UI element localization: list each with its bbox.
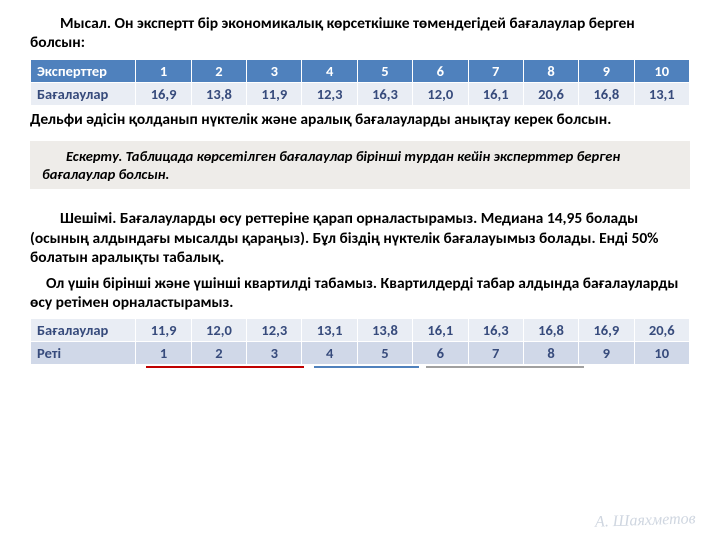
rank-row: Реті 1 2 3 4 5 6 7 8 9 10: [31, 342, 690, 365]
scores-row: Бағалаулар 16,9 13,8 11,9 12,3 16,3 12,0…: [31, 82, 690, 105]
cell: 13,1: [634, 82, 689, 105]
cell: 6: [413, 342, 468, 365]
solution-paragraph-1: Шешімі. Бағалауларды өсу реттеріне қарап…: [30, 209, 690, 267]
cell: 12,0: [191, 319, 246, 342]
cell: 2: [191, 59, 246, 82]
cell: 12,3: [302, 82, 357, 105]
cell: 12,3: [247, 319, 302, 342]
cell: 8: [523, 59, 578, 82]
quartile-underlines: [30, 366, 690, 372]
cell: 11,9: [247, 82, 302, 105]
sorted-scores-label: Бағалаулар: [31, 319, 136, 342]
cell: 1: [136, 59, 191, 82]
cell: 2: [191, 342, 246, 365]
cell: 16,9: [136, 82, 191, 105]
cell: 1: [136, 342, 191, 365]
cell: 11,9: [136, 319, 191, 342]
experts-table: Эксперттер 1 2 3 4 5 6 7 8 9 10 Бағалаул…: [30, 59, 690, 106]
sorted-table: Бағалаулар 11,9 12,0 12,3 13,1 13,8 16,1…: [30, 318, 690, 365]
cell: 9: [579, 342, 634, 365]
experts-row: Эксперттер 1 2 3 4 5 6 7 8 9 10: [31, 59, 690, 82]
cell: 5: [357, 342, 412, 365]
cell: 16,3: [468, 319, 523, 342]
cell: 13,8: [357, 319, 412, 342]
cell: 7: [468, 342, 523, 365]
cell: 13,1: [302, 319, 357, 342]
underline-q3: [426, 366, 584, 368]
cell: 4: [302, 59, 357, 82]
cell: 13,8: [191, 82, 246, 105]
cell: 9: [579, 59, 634, 82]
cell: 16,8: [523, 319, 578, 342]
cell: 16,1: [468, 82, 523, 105]
signature: А. Шаяхметов: [595, 510, 696, 532]
experts-row-label: Эксперттер: [31, 59, 136, 82]
cell: 16,8: [579, 82, 634, 105]
cell: 20,6: [634, 319, 689, 342]
scores-row-label: Бағалаулар: [31, 82, 136, 105]
delphi-paragraph: Дельфи әдісін қолданып нүктелік және ара…: [30, 110, 690, 129]
underline-q1: [146, 366, 304, 368]
sorted-scores-row: Бағалаулар 11,9 12,0 12,3 13,1 13,8 16,1…: [31, 319, 690, 342]
cell: 3: [247, 342, 302, 365]
cell: 16,1: [413, 319, 468, 342]
note-box: Ескерту. Таблицада көрсетілген бағалаула…: [30, 141, 690, 189]
cell: 20,6: [523, 82, 578, 105]
underline-middle: [314, 366, 420, 368]
cell: 7: [468, 59, 523, 82]
cell: 10: [634, 342, 689, 365]
rank-row-label: Реті: [31, 342, 136, 365]
solution-paragraph-2: Ол үшін бірінші және үшінші квартилді та…: [30, 274, 690, 313]
cell: 16,3: [357, 82, 412, 105]
cell: 16,9: [579, 319, 634, 342]
cell: 3: [247, 59, 302, 82]
cell: 5: [357, 59, 412, 82]
cell: 6: [413, 59, 468, 82]
cell: 12,0: [413, 82, 468, 105]
cell: 4: [302, 342, 357, 365]
cell: 8: [523, 342, 578, 365]
cell: 10: [634, 59, 689, 82]
intro-paragraph: Мысал. Он экспертт бір экономикалық көрс…: [30, 14, 690, 53]
